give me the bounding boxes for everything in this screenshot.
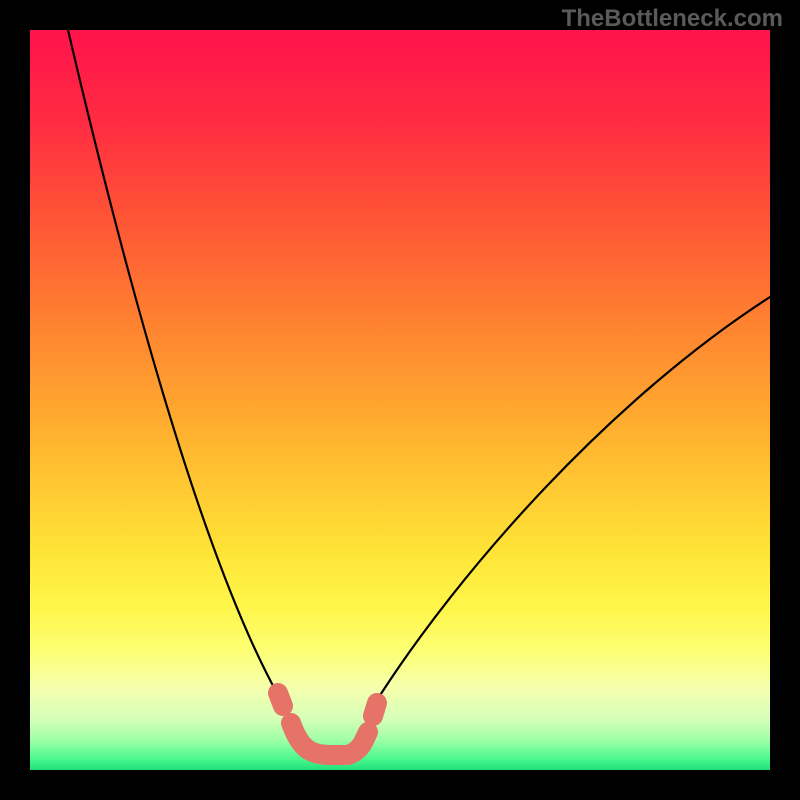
watermark-text: TheBottleneck.com xyxy=(562,5,783,33)
gradient-background xyxy=(30,30,770,770)
chart-stage: TheBottleneck.com xyxy=(0,0,800,800)
highlight-segment-left-nub xyxy=(278,693,283,706)
bottleneck-chart xyxy=(0,0,800,800)
highlight-segment-right-nub xyxy=(373,703,377,716)
